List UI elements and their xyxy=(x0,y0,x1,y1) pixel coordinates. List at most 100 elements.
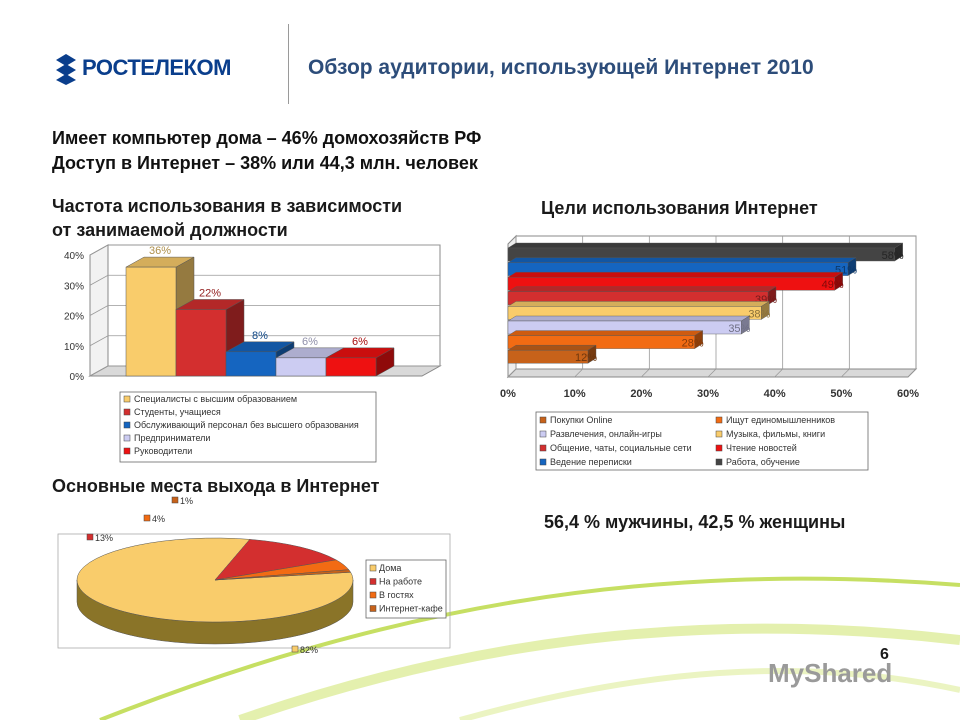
legend-swatch xyxy=(369,564,377,572)
x-gridline xyxy=(907,236,917,378)
fact-internet-access: Доступ в Интернет – 38% или 44,3 млн. че… xyxy=(52,153,478,173)
legend-swatch xyxy=(123,408,131,416)
fact-computer-at-home: Имеет компьютер дома – 46% домохозяйств … xyxy=(52,128,482,148)
legend-entry: Ведение переписки xyxy=(550,457,632,467)
gender-split: 56,4 % мужчины, 42,5 % женщины xyxy=(544,512,846,532)
y-gridline xyxy=(89,244,440,256)
legend-swatch xyxy=(539,430,547,438)
bar xyxy=(225,351,277,377)
legend-swatch xyxy=(715,458,723,466)
legend-entry: Покупки Online xyxy=(550,415,612,425)
legend-entry: Развлечения, онлайн-игры xyxy=(550,429,662,439)
x-tick-label: 50% xyxy=(830,388,852,400)
frequency-title-line-2: от занимаемой должности xyxy=(52,220,288,240)
legend-entry: Работа, обучение xyxy=(726,457,800,467)
bar xyxy=(325,357,377,377)
pie-slice xyxy=(214,539,337,581)
legend-entry: На работе xyxy=(379,577,422,587)
data-label: 38% xyxy=(748,308,770,320)
pie-label-swatch xyxy=(171,496,179,504)
rostelecom-logo: РОСТЕЛЕКОМ xyxy=(52,52,242,88)
legend-entry: Ищут единомышленников xyxy=(726,415,835,425)
legend-entry: Специалисты с высшим образованием xyxy=(134,394,297,404)
legend-swatch xyxy=(715,430,723,438)
data-label: 36% xyxy=(149,245,171,257)
legend-swatch xyxy=(369,578,377,585)
legend-entry: Дома xyxy=(379,563,401,573)
bar xyxy=(507,350,589,364)
x-tick-label: 60% xyxy=(897,388,919,400)
pie-data-label: 1% xyxy=(180,496,193,506)
goals-section-title: Цели использования Интернет xyxy=(541,198,818,218)
y-tick-label: 20% xyxy=(64,312,84,323)
legend-swatch xyxy=(369,605,377,612)
legend-entry: Обслуживающий персонал без высшего образ… xyxy=(134,420,359,430)
legend-entry: Интернет-кафе xyxy=(379,604,443,614)
x-tick-label: 20% xyxy=(630,388,652,400)
y-gridline xyxy=(89,335,440,347)
legend-entry: В гостях xyxy=(379,590,414,600)
rostelecom-logo-icon xyxy=(56,54,76,85)
y-tick-label: 10% xyxy=(64,342,84,353)
y-tick-label: 30% xyxy=(64,281,84,292)
pie-data-label: 13% xyxy=(95,533,113,543)
legend-swatch xyxy=(123,395,131,403)
header-divider xyxy=(288,24,289,104)
legend-box xyxy=(535,411,869,471)
legend-box xyxy=(119,391,377,463)
frequency-title-line-1: Частота использования в зависимости xyxy=(52,196,403,216)
x-gridline xyxy=(841,236,850,378)
frequency-section-title: Частота использования в зависимости от з… xyxy=(52,194,402,242)
places-section-title: Основные места выхода в Интернет xyxy=(52,476,380,496)
data-label: 35% xyxy=(728,323,750,335)
pie-label-swatch xyxy=(143,514,151,522)
legend-box xyxy=(365,559,447,619)
legend-entry: Чтение новостей xyxy=(726,443,797,453)
legend-entry: Студенты, учащиеся xyxy=(134,407,221,417)
x-tick-label: 10% xyxy=(564,388,586,400)
legend-swatch xyxy=(123,434,131,442)
page-number: 6 xyxy=(880,646,889,663)
logo-text: РОСТЕЛЕКОМ xyxy=(82,55,231,80)
data-label: 22% xyxy=(199,287,221,299)
legend-swatch xyxy=(539,416,547,424)
legend-swatch xyxy=(539,458,547,466)
data-label: 58% xyxy=(882,250,904,262)
legend-swatch xyxy=(715,416,723,424)
y-tick-label: 40% xyxy=(64,251,84,262)
pie-frame xyxy=(57,533,451,649)
x-tick-label: 40% xyxy=(764,388,786,400)
page-title: Обзор аудитории, использующей Интернет 2… xyxy=(308,56,814,79)
x-tick-label: 30% xyxy=(697,388,719,400)
data-label: 49% xyxy=(822,279,844,291)
pie-slice xyxy=(214,569,352,581)
legend-swatch xyxy=(369,591,377,599)
legend-swatch xyxy=(715,444,723,452)
bar xyxy=(175,309,227,377)
pie-data-label: 4% xyxy=(152,514,165,524)
legend-entry: Предприниматели xyxy=(134,433,210,443)
data-label: 12% xyxy=(575,352,597,364)
legend-entry: Музыка, фильмы, книги xyxy=(726,429,825,439)
y-gridline xyxy=(89,274,440,286)
data-label: 6% xyxy=(302,336,318,348)
bar xyxy=(125,266,177,377)
legend-entry: Общение, чаты, социальные сети xyxy=(550,443,692,453)
pie-label-swatch xyxy=(291,645,299,653)
y-gridline xyxy=(89,305,440,316)
y-tick-label: 0% xyxy=(70,372,85,383)
data-label: 28% xyxy=(682,338,704,350)
legend-swatch xyxy=(123,447,131,455)
watermark-text: MyShared xyxy=(768,658,893,688)
pie-label-swatch xyxy=(86,533,94,541)
legend-entry: Руководители xyxy=(134,446,192,456)
legend-swatch xyxy=(123,421,131,429)
x-tick-label: 0% xyxy=(500,388,516,400)
legend-swatch xyxy=(539,444,547,452)
data-label: 6% xyxy=(352,336,368,348)
pie-data-label: 82% xyxy=(300,645,318,655)
